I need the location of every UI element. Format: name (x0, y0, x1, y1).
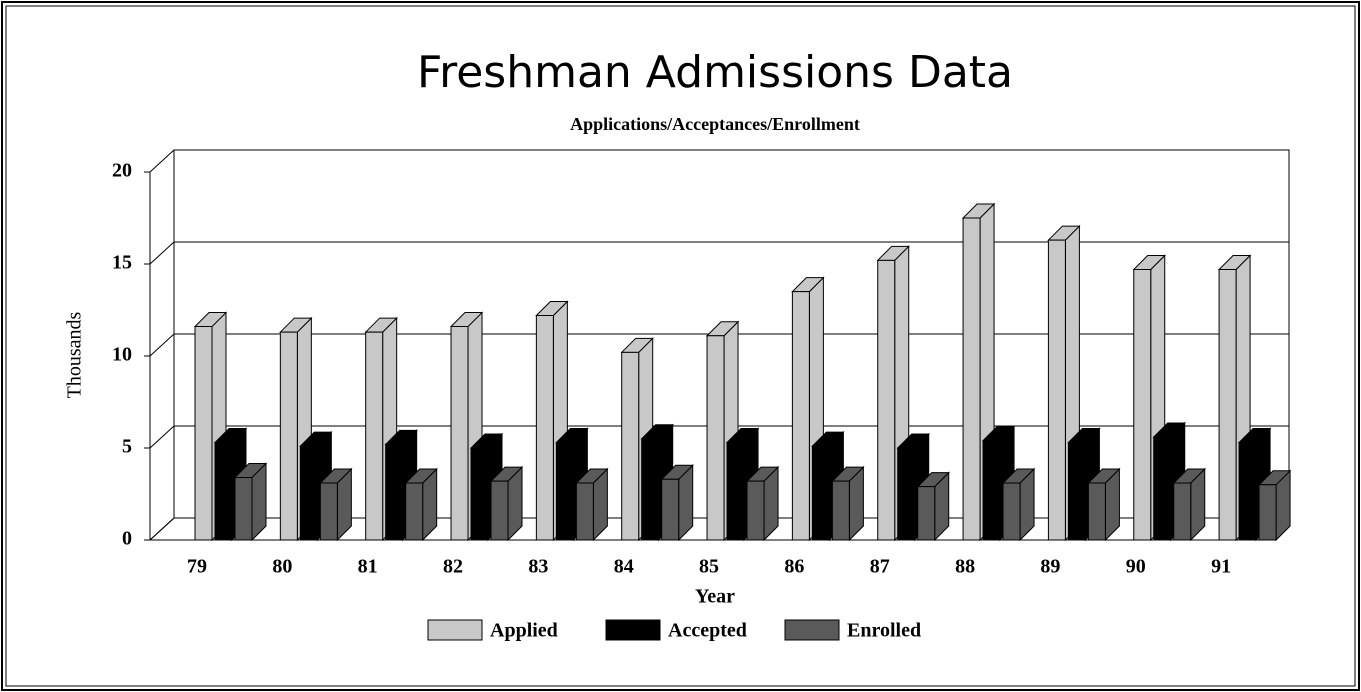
x-tick-label: 87 (870, 556, 890, 578)
bar-front (490, 480, 509, 541)
grid-line (149, 333, 1289, 357)
y-tick-label: 0 (122, 528, 132, 550)
bar-front (299, 445, 318, 541)
bar-front (621, 351, 640, 541)
bar-front (1218, 269, 1237, 541)
bar-front (405, 482, 424, 541)
grid-line (149, 241, 1289, 265)
bar-front (1258, 484, 1277, 541)
x-tick-label: 80 (272, 556, 292, 578)
bar-front (1047, 239, 1066, 541)
bar (299, 430, 333, 542)
bar-front (1133, 269, 1152, 541)
x-tick-label: 90 (1126, 556, 1146, 578)
bar-front (1067, 441, 1086, 541)
legend-label: Accepted (668, 620, 747, 642)
bar (233, 462, 268, 542)
y-tick-label: 20 (112, 160, 132, 182)
x-tick-label: 82 (443, 556, 463, 578)
y-tick-label: 15 (112, 252, 132, 274)
bar (831, 465, 865, 542)
bar (1001, 467, 1036, 542)
x-tick-label: 85 (699, 556, 719, 578)
bar-front (917, 486, 936, 541)
bar-front (897, 447, 916, 541)
x-tick-label: 89 (1040, 556, 1060, 578)
bar-front (962, 217, 981, 541)
y-axis-label: Thousands (64, 311, 86, 398)
bar-front (319, 482, 338, 541)
bar-front (279, 331, 298, 541)
bar-front (365, 331, 384, 541)
bar (319, 467, 353, 542)
x-tick-label: 84 (614, 556, 634, 578)
bar (489, 465, 524, 542)
bar (745, 465, 780, 542)
chart-subtitle: Applications/Acceptances/Enrollment (570, 114, 860, 134)
chart-title: Freshman Admissions Data (417, 47, 1013, 98)
bar (1087, 467, 1121, 542)
bar-front (661, 478, 680, 541)
bar-front (1002, 482, 1021, 541)
x-tick-label: 83 (528, 556, 548, 578)
bar-front (1153, 436, 1172, 541)
legend-label: Applied (490, 620, 558, 642)
bar-front (791, 291, 810, 541)
bar-front (535, 315, 554, 541)
y-tick-label: 10 (112, 344, 132, 366)
bar (1257, 469, 1292, 542)
x-tick-label: 91 (1211, 556, 1231, 578)
bar (575, 467, 609, 542)
bar-front (831, 480, 850, 541)
bar-front (1173, 482, 1192, 541)
x-tick-label: 88 (955, 556, 975, 578)
bar-front (1238, 441, 1257, 541)
x-tick-label: 79 (187, 556, 207, 578)
bar-front (726, 441, 745, 541)
grid-line (149, 149, 1289, 173)
x-axis-label: Year (695, 586, 735, 608)
bar-front (194, 326, 213, 541)
bar (404, 467, 438, 542)
bar-front (575, 482, 594, 541)
bar-front (385, 443, 404, 541)
bar-front (746, 480, 765, 541)
bar (660, 464, 694, 542)
grid-line (149, 425, 1289, 449)
bar-front (555, 441, 574, 541)
bar-front (470, 447, 489, 541)
bar-front (641, 438, 660, 541)
bar-front (706, 335, 725, 541)
legend-swatch (605, 619, 661, 641)
legend-swatch (784, 619, 840, 641)
x-tick-label: 86 (784, 556, 804, 578)
bar (1172, 467, 1206, 542)
bar-front (450, 326, 469, 541)
y-tick-label: 5 (122, 436, 132, 458)
bar-front (234, 476, 253, 541)
bar-front (1087, 482, 1106, 541)
frame-inner (5, 5, 1356, 687)
legend-swatch (427, 619, 483, 641)
x-tick-label: 81 (358, 556, 378, 578)
bar-front (982, 440, 1001, 541)
bar-front (877, 259, 896, 541)
bar (916, 471, 950, 542)
legend-label: Enrolled (847, 620, 921, 642)
bar-front (811, 445, 830, 541)
bar-front (214, 441, 233, 541)
